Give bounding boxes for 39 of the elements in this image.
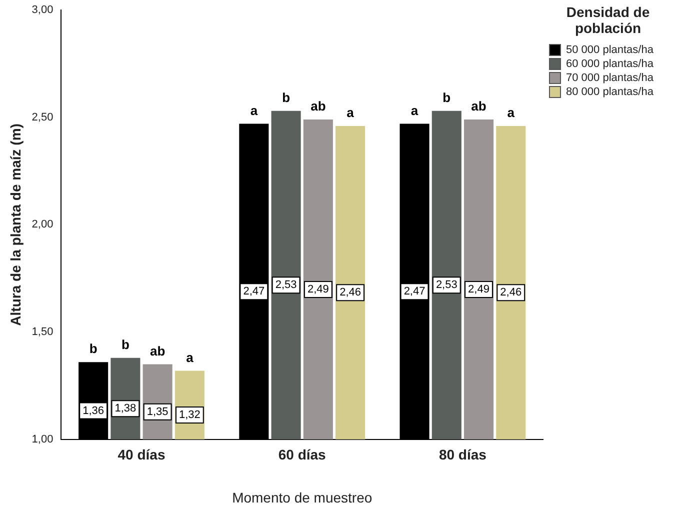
data-label: 1,38 bbox=[114, 402, 136, 415]
data-label: 2,46 bbox=[340, 286, 361, 299]
annotation: ab bbox=[310, 98, 326, 114]
annotation: ab bbox=[150, 343, 166, 358]
legend-title: Densidad de población bbox=[565, 4, 651, 36]
annotation: a bbox=[507, 105, 516, 120]
annotation: b bbox=[442, 90, 451, 105]
annotation: a bbox=[410, 102, 419, 118]
data-label: 2,46 bbox=[500, 286, 522, 299]
y-tick-label: 2,00 bbox=[32, 218, 54, 231]
annotation: a bbox=[346, 105, 355, 120]
annotation: ab bbox=[471, 98, 486, 114]
annotation: b bbox=[89, 341, 98, 356]
annotation: b bbox=[121, 336, 130, 352]
annotation: b bbox=[282, 90, 290, 105]
y-tick-label: 1,50 bbox=[32, 326, 54, 338]
data-label: 2,49 bbox=[307, 283, 329, 296]
x-tick-label: 60 días bbox=[278, 446, 326, 463]
y-tick-label: 2,50 bbox=[32, 111, 54, 124]
y-tick-label: 3,00 bbox=[32, 4, 54, 16]
legend-label: 60 000 plantas/ha bbox=[566, 58, 654, 70]
x-tick-label: 80 días bbox=[438, 446, 487, 463]
data-label: 2,53 bbox=[275, 279, 297, 292]
data-label: 1,36 bbox=[82, 404, 104, 417]
x-tick-label: 40 días bbox=[118, 446, 166, 463]
legend-label: 70 000 plantas/ha bbox=[566, 72, 654, 84]
data-label: 2,47 bbox=[404, 286, 426, 298]
y-axis-title: Altura de la planta de maíz (m) bbox=[7, 124, 24, 326]
data-label: 1,35 bbox=[146, 406, 168, 418]
legend-label: 80 000 plantas/ha bbox=[566, 86, 654, 98]
data-label: 2,47 bbox=[243, 286, 265, 298]
legend-label: 50 000 plantas/ha bbox=[566, 44, 654, 56]
y-tick-label: 1,00 bbox=[32, 433, 54, 446]
annotation: a bbox=[250, 102, 258, 118]
data-label: 2,49 bbox=[468, 283, 490, 296]
x-axis-title: Momento de muestreo bbox=[232, 489, 372, 506]
data-label: 2,53 bbox=[436, 279, 458, 292]
annotation: a bbox=[186, 350, 194, 365]
data-label: 1,32 bbox=[178, 409, 200, 422]
